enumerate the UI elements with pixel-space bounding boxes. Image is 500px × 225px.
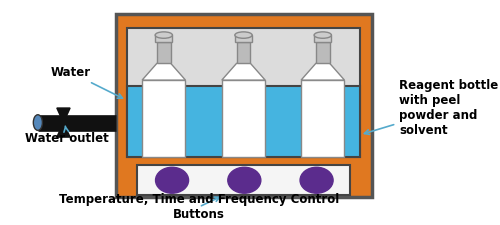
Text: Water outlet: Water outlet [26,126,109,145]
Bar [222,80,265,157]
Text: Temperature, Time and Frequency Control
Buttons: Temperature, Time and Frequency Control … [59,193,339,221]
Polygon shape [142,63,186,80]
Bar [235,35,252,41]
Polygon shape [301,63,344,80]
Bar [301,80,344,157]
Ellipse shape [235,32,252,38]
Bar [116,14,372,198]
Ellipse shape [300,167,333,193]
Bar [142,80,186,157]
Bar [314,35,332,41]
Polygon shape [222,63,265,80]
Bar [137,165,350,195]
Ellipse shape [228,167,261,193]
Bar [236,41,250,63]
Bar [316,41,330,63]
Ellipse shape [314,32,332,38]
Bar [126,86,360,157]
Polygon shape [57,108,70,137]
Bar [126,27,360,157]
Bar [155,35,172,41]
Bar [157,41,170,63]
Ellipse shape [34,115,42,130]
Ellipse shape [156,167,188,193]
Text: Water: Water [50,66,122,98]
Text: Reagent bottle
with peel
powder and
solvent: Reagent bottle with peel powder and solv… [364,79,498,137]
Ellipse shape [155,32,172,38]
